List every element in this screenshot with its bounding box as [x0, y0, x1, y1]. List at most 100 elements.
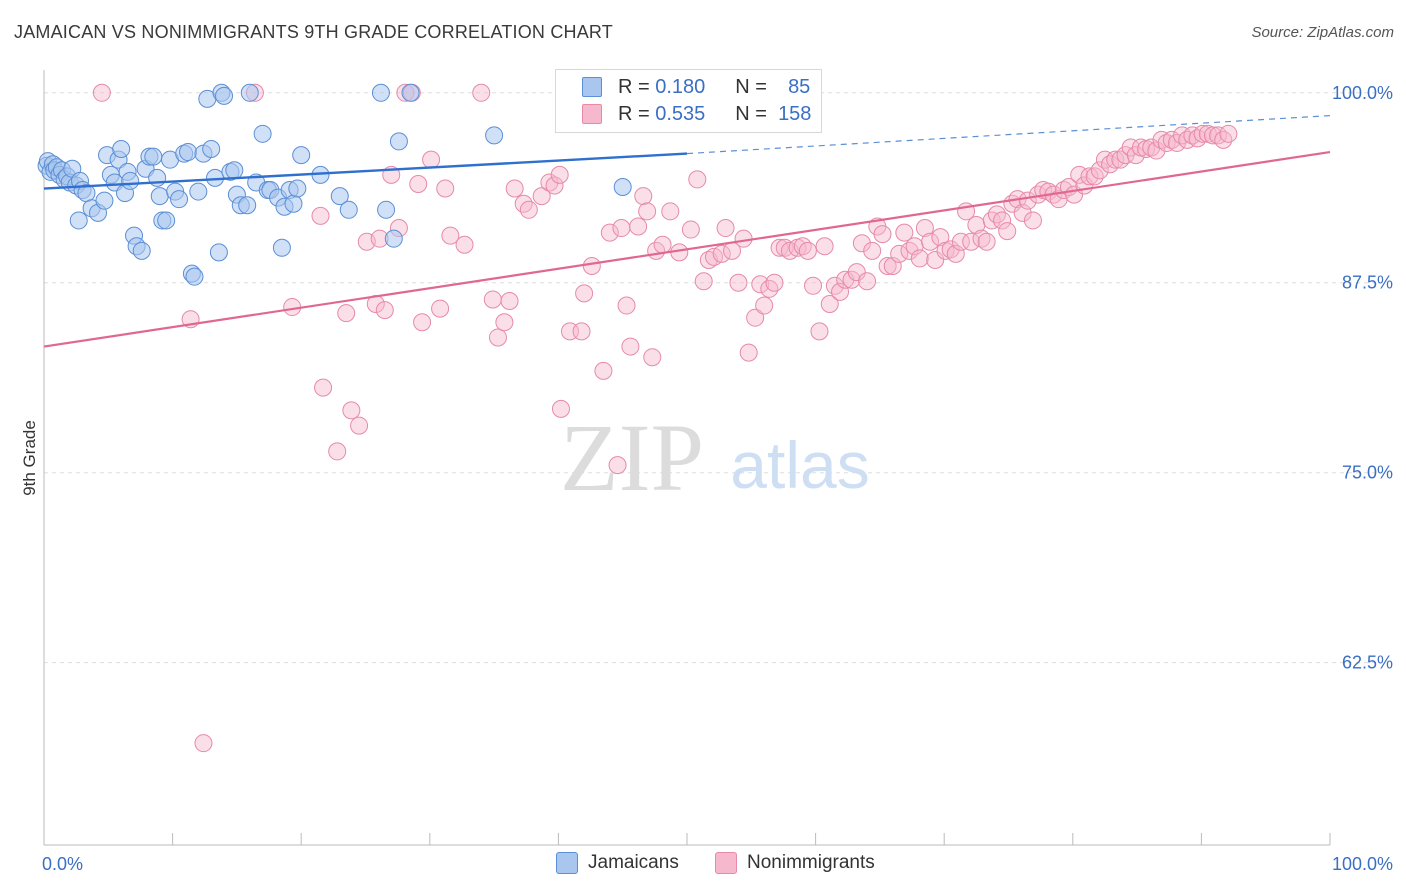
chart-title: JAMAICAN VS NONIMMIGRANTS 9TH GRADE CORR…: [14, 22, 613, 42]
data-point-nonimmigrants: [514, 194, 533, 213]
data-point-nonimmigrants: [545, 176, 564, 195]
watermark-atlas: atlas: [730, 428, 869, 502]
y-axis-title: 9th Grade: [20, 420, 39, 496]
data-point-nonimmigrants: [739, 343, 758, 362]
data-point-nonimmigrants: [890, 244, 909, 263]
data-point-nonimmigrants: [863, 241, 882, 260]
data-point-nonimmigrants: [572, 322, 591, 341]
data-point-nonimmigrants: [505, 179, 524, 198]
trend-line-jamaicans-extension: [686, 114, 1331, 155]
y-tick-label: 75.0%: [1342, 463, 1393, 483]
data-point-nonimmigrants: [831, 282, 850, 301]
legend-item-nonimmigrants[interactable]: Nonimmigrants: [715, 852, 875, 874]
legend-n-value: 158: [778, 102, 812, 125]
data-point-nonimmigrants: [1214, 130, 1233, 149]
data-point-nonimmigrants: [716, 219, 735, 238]
data-point-nonimmigrants: [921, 232, 940, 251]
legend-swatch-nonimmigrants: [715, 852, 737, 874]
data-point-nonimmigrants: [982, 211, 1001, 230]
data-point-nonimmigrants: [500, 291, 519, 310]
data-point-nonimmigrants: [436, 179, 455, 198]
data-point-nonimmigrants: [775, 238, 794, 257]
data-point-jamaicans: [401, 83, 420, 102]
data-point-nonimmigrants: [1013, 203, 1032, 222]
data-point-jamaicans: [215, 86, 234, 105]
data-point-jamaicans: [170, 190, 189, 209]
data-point-nonimmigrants: [972, 229, 991, 248]
watermark-zip: ZIP: [560, 404, 704, 511]
data-point-nonimmigrants: [977, 232, 996, 251]
data-point-nonimmigrants: [638, 202, 657, 221]
legend-swatch-jamaicans: [582, 77, 602, 97]
data-point-nonimmigrants: [409, 174, 428, 193]
x-tick-label: 0.0%: [42, 854, 83, 874]
data-point-nonimmigrants: [540, 173, 559, 192]
data-point-jamaicans: [121, 171, 140, 190]
data-point-jamaicans: [292, 146, 311, 165]
data-point-nonimmigrants: [688, 170, 707, 189]
data-point-nonimmigrants: [488, 328, 507, 347]
data-point-nonimmigrants: [993, 211, 1012, 230]
data-point-jamaicans: [238, 196, 257, 215]
data-point-jamaicans: [330, 187, 349, 206]
data-point-jamaicans: [377, 200, 396, 219]
data-point-nonimmigrants: [931, 228, 950, 247]
data-point-jamaicans: [284, 194, 303, 213]
data-point-nonimmigrants: [455, 235, 474, 254]
legend-swatch-nonimmigrants: [582, 104, 602, 124]
legend-row-jamaicans: R = 0.180 N = 85: [556, 74, 810, 100]
data-point-nonimmigrants: [550, 165, 569, 184]
data-point-nonimmigrants: [582, 257, 601, 276]
data-point-nonimmigrants: [825, 276, 844, 295]
data-point-nonimmigrants: [653, 235, 672, 254]
data-point-jamaicans: [95, 191, 114, 210]
data-point-nonimmigrants: [987, 205, 1006, 224]
data-point-jamaicans: [225, 161, 244, 180]
data-point-nonimmigrants: [1203, 126, 1222, 145]
axis-labels: 62.5% 75.0% 87.5% 100.0% 0.0% 100.0% 9th Grade: [20, 83, 1393, 874]
data-point-nonimmigrants: [575, 284, 594, 303]
data-point-nonimmigrants: [998, 222, 1017, 241]
series-jamaicans-points: [37, 83, 632, 286]
legend-item-jamaicans[interactable]: Jamaicans: [556, 852, 679, 874]
legend-r-value: 0.180: [655, 75, 706, 98]
data-point-nonimmigrants: [798, 241, 817, 260]
x-tick-label: 100.0%: [1332, 854, 1393, 874]
data-point-nonimmigrants: [532, 187, 551, 206]
legend-n-label: N =: [735, 102, 767, 125]
trend-line-nonimmigrants: [43, 150, 1331, 348]
data-point-nonimmigrants: [946, 244, 965, 263]
data-point-nonimmigrants: [765, 273, 784, 292]
data-point-nonimmigrants: [1157, 133, 1176, 152]
data-point-nonimmigrants: [751, 275, 770, 294]
data-point-nonimmigrants: [661, 202, 680, 221]
data-point-nonimmigrants: [441, 226, 460, 245]
y-tick-label: 100.0%: [1332, 83, 1393, 103]
legend-row-nonimmigrants: R = 0.535 N = 158: [556, 101, 811, 127]
data-point-jamaicans: [339, 200, 358, 219]
data-point-jamaicans: [179, 143, 198, 162]
data-point-nonimmigrants: [873, 225, 892, 244]
trend-lines: [43, 114, 1331, 348]
data-point-jamaicans: [272, 238, 291, 257]
data-point-jamaicans: [144, 147, 163, 166]
data-point-nonimmigrants: [342, 401, 361, 420]
data-point-nonimmigrants: [311, 206, 330, 225]
data-point-nonimmigrants: [810, 322, 829, 341]
data-point-jamaicans: [150, 187, 169, 206]
stats-legend: R = 0.180 N = 85 R = 0.535 N = 158: [555, 69, 822, 133]
data-point-nonimmigrants: [594, 361, 613, 380]
data-point-nonimmigrants: [681, 220, 700, 239]
data-point-nonimmigrants: [608, 456, 627, 475]
source-label: Source: ZipAtlas.com: [1251, 24, 1394, 41]
data-point-nonimmigrants: [643, 348, 662, 367]
data-point-nonimmigrants: [1090, 161, 1109, 180]
data-point-nonimmigrants: [629, 217, 648, 236]
y-tick-label: 62.5%: [1342, 653, 1393, 673]
data-point-jamaicans: [189, 182, 208, 201]
data-point-nonimmigrants: [1219, 124, 1238, 143]
legend-r-value: 0.535: [655, 102, 706, 125]
data-point-jamaicans: [69, 211, 88, 230]
y-tick-label: 87.5%: [1342, 273, 1393, 293]
